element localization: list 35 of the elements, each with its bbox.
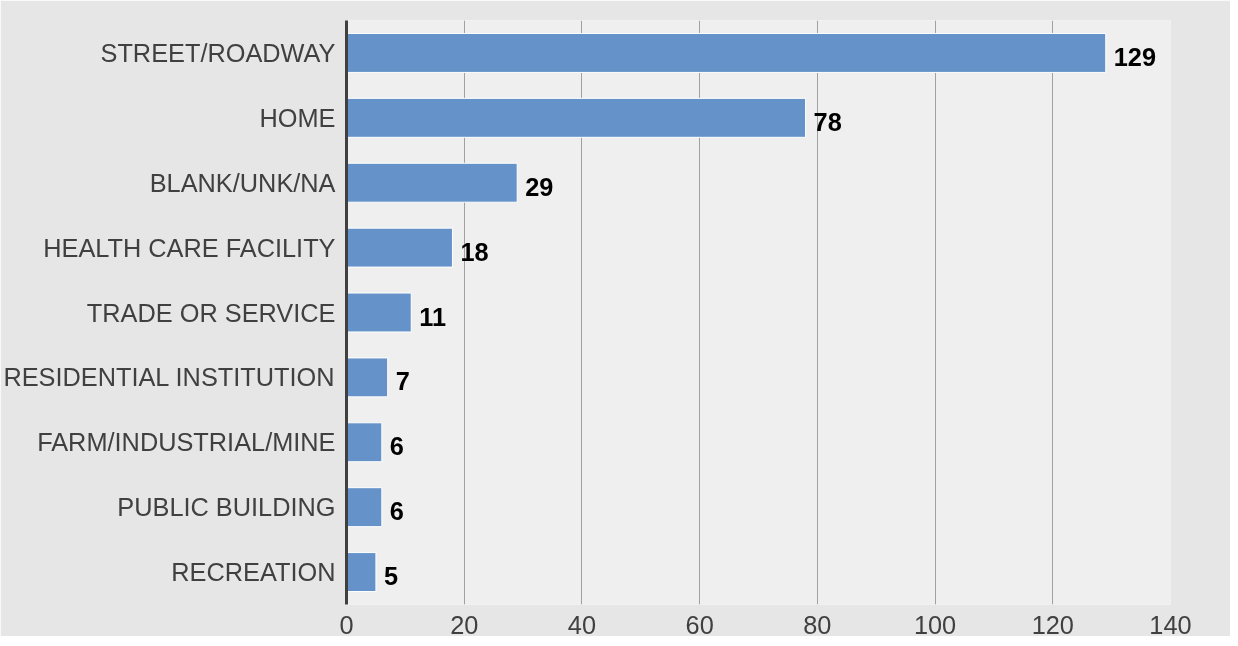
data-label: 11 <box>419 302 447 331</box>
data-label: 78 <box>813 107 842 136</box>
bar <box>346 552 377 593</box>
bar <box>346 227 453 268</box>
bar <box>346 422 383 463</box>
y-tick-label: STREET/ROADWAY <box>100 38 336 67</box>
bar <box>346 162 518 203</box>
y-tick-label: HOME <box>259 103 336 132</box>
data-label: 6 <box>389 432 404 461</box>
y-tick-label: HEALTH CARE FACILITY <box>43 233 336 262</box>
y-tick-label: TRADE OR SERVICE <box>86 298 336 327</box>
bar <box>346 32 1107 73</box>
data-label: 5 <box>383 562 399 591</box>
x-tick-label: 120 <box>1031 610 1074 639</box>
y-tick-label: PUBLIC BUILDING <box>117 493 336 522</box>
x-tick-label: 80 <box>803 610 832 639</box>
data-label: 129 <box>1113 42 1157 71</box>
bar <box>346 97 807 138</box>
bar <box>346 357 389 398</box>
data-label: 6 <box>389 497 404 526</box>
x-tick-label: 0 <box>339 610 354 639</box>
data-label: 18 <box>460 237 489 266</box>
x-tick-label: 40 <box>567 610 597 639</box>
y-tick-label: BLANK/UNK/NA <box>149 168 336 197</box>
data-label: 29 <box>525 172 554 201</box>
x-tick-label: 100 <box>913 610 957 639</box>
y-tick-label: RESIDENTIAL INSTITUTION <box>3 363 335 392</box>
data-label: 7 <box>395 367 410 396</box>
x-tick-label: 20 <box>450 610 479 639</box>
y-tick-label: RECREATION <box>171 558 336 587</box>
y-tick-label: FARM/INDUSTRIAL/MINE <box>37 428 336 457</box>
x-tick-label: 140 <box>1149 610 1192 639</box>
x-tick-label: 60 <box>685 610 714 639</box>
bar <box>346 292 412 333</box>
bar <box>346 487 383 528</box>
